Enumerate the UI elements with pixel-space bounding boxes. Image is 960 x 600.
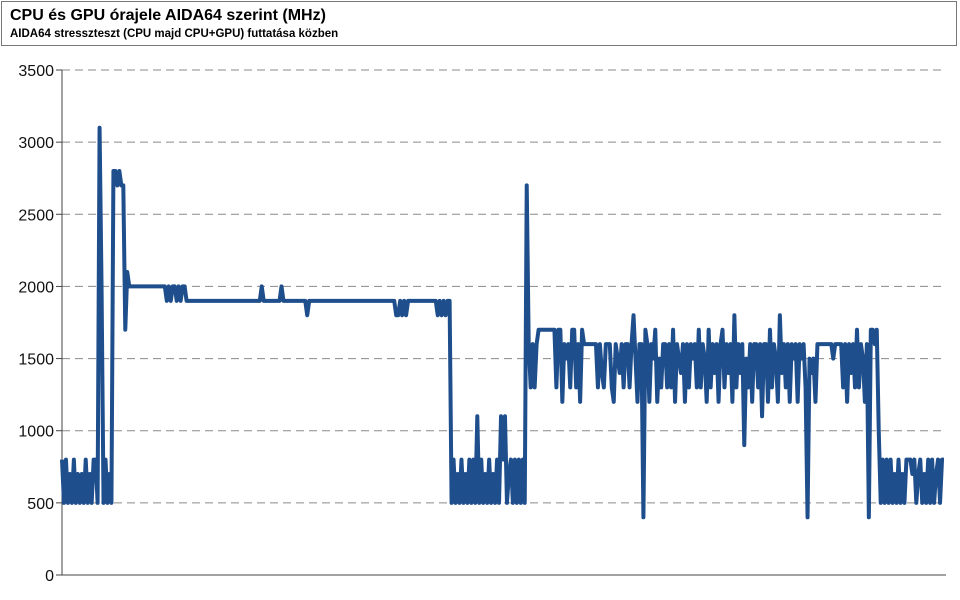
series-line: [60, 125, 945, 520]
y-tick-label: 1000: [18, 424, 54, 441]
y-tick-label: 1500: [18, 352, 54, 369]
chart-subtitle: AIDA64 stresszteszt (CPU majd CPU+GPU) f…: [10, 28, 339, 40]
y-tick-labels: 0 500 1000 1500 2000 2500 3000 3500: [18, 63, 54, 585]
y-tick-label: 2500: [18, 207, 54, 224]
y-tick-label: 3500: [18, 63, 54, 80]
series-layer: [60, 125, 945, 520]
y-tick-label: 3000: [18, 135, 54, 152]
chart-title: CPU és GPU órajele AIDA64 szerint (MHz): [10, 7, 326, 24]
chart-title-box: CPU és GPU órajele AIDA64 szerint (MHz) …: [1, 1, 957, 46]
y-tick-label: 0: [45, 568, 54, 585]
y-tick-label: 500: [27, 496, 54, 513]
y-tick-label: 2000: [18, 279, 54, 296]
